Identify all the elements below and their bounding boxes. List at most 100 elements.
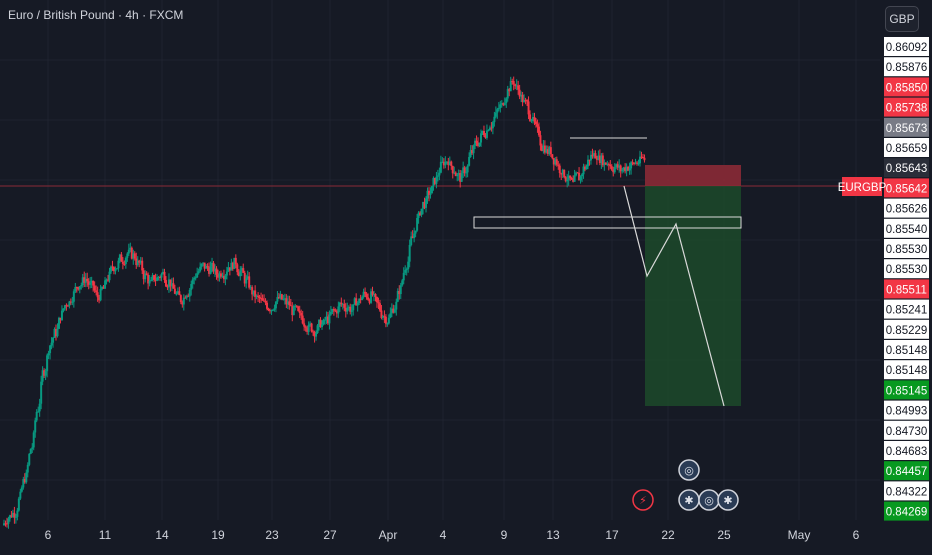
price-label-bg xyxy=(884,400,929,420)
candle-body xyxy=(445,161,448,163)
x-tick-label: 14 xyxy=(155,528,169,542)
candle-body xyxy=(539,135,542,146)
candle-body xyxy=(49,345,52,354)
candle-body xyxy=(276,297,279,302)
candle-body xyxy=(584,166,587,170)
candle-body xyxy=(375,296,378,303)
candle-body xyxy=(481,130,484,134)
candle-body xyxy=(285,298,288,305)
candle-body xyxy=(344,307,347,312)
candle-body xyxy=(494,112,497,117)
candle-body xyxy=(315,333,318,337)
x-tick-label: 27 xyxy=(323,528,337,542)
candle-body xyxy=(114,269,117,272)
candle-body xyxy=(297,306,300,311)
candle-body xyxy=(62,308,65,311)
price-label: 0.85626 xyxy=(886,204,928,216)
candle-body xyxy=(378,303,381,311)
globe-icon[interactable]: ◎ xyxy=(698,489,720,511)
candle-body xyxy=(202,262,205,264)
candle-body xyxy=(19,491,22,499)
candle-body xyxy=(132,253,135,259)
candle-body xyxy=(93,285,96,291)
candle-body xyxy=(109,266,112,272)
candle-body xyxy=(115,268,118,270)
candle-body xyxy=(304,326,307,328)
globe-icon-glyph: ◎ xyxy=(684,464,694,477)
candle-body xyxy=(231,262,234,269)
candle-body xyxy=(478,142,481,146)
candle-body xyxy=(123,263,126,265)
price-label: 0.85659 xyxy=(886,143,928,155)
candle-body xyxy=(530,119,533,122)
candle-body xyxy=(341,304,344,306)
candle-body xyxy=(300,312,303,316)
candle-body xyxy=(570,177,573,180)
candle-body xyxy=(89,282,92,285)
candle-body xyxy=(190,283,193,290)
candle-body xyxy=(172,283,175,289)
candle-body xyxy=(436,175,439,177)
price-label-bg xyxy=(884,380,929,400)
candle-body xyxy=(197,271,200,274)
candle-body xyxy=(154,279,157,281)
uk-flag-icon[interactable]: ✱ xyxy=(717,489,739,511)
candle-body xyxy=(356,303,359,306)
candle-body xyxy=(71,301,74,303)
candle-body xyxy=(57,317,60,329)
x-tick-label: 19 xyxy=(211,528,225,542)
candle-body xyxy=(108,271,111,281)
candle-body xyxy=(181,302,184,305)
x-tick-label: May xyxy=(788,528,811,542)
candle-body xyxy=(471,150,474,154)
candle-body xyxy=(438,172,441,176)
candle-body xyxy=(616,164,619,168)
candle-body xyxy=(534,121,537,125)
candle-body xyxy=(184,297,187,299)
price-label: 0.84269 xyxy=(886,507,928,519)
candle-body xyxy=(150,279,153,281)
candle-body xyxy=(80,285,83,287)
candle-body xyxy=(444,161,447,166)
candle-body xyxy=(386,323,389,325)
candle-body xyxy=(96,292,99,298)
price-label: 0.85530 xyxy=(886,264,928,276)
candle-body xyxy=(288,301,291,306)
candle-body xyxy=(474,140,477,146)
candle-body xyxy=(187,295,190,297)
candle-body xyxy=(194,277,197,279)
candle-body xyxy=(252,290,255,295)
candle-body xyxy=(245,278,248,284)
candle-body xyxy=(72,291,75,302)
candle-body xyxy=(282,299,285,301)
event-markers[interactable]: ⚡ ◎ ✱ ◎ ✱ xyxy=(632,459,739,511)
x-tick-label: 4 xyxy=(440,528,447,542)
candle-body xyxy=(75,287,78,289)
lightning-icon[interactable]: ⚡ xyxy=(632,489,654,511)
candle-body xyxy=(607,164,610,166)
uk-flag-icon[interactable]: ✱ xyxy=(678,489,700,511)
candle-body xyxy=(322,319,325,325)
candle-body xyxy=(178,291,181,296)
candle-body xyxy=(567,175,570,180)
candle-body xyxy=(28,453,31,465)
candle-body xyxy=(334,310,337,312)
candle-body xyxy=(200,263,203,267)
candle-body xyxy=(560,173,563,175)
candle-body xyxy=(230,262,233,271)
candle-body xyxy=(4,523,7,525)
currency-button[interactable]: GBP xyxy=(885,6,919,32)
candle-body xyxy=(13,512,16,518)
candle-body xyxy=(8,515,11,519)
price-label-bg xyxy=(884,218,929,238)
candle-body xyxy=(335,311,338,314)
candle-body xyxy=(497,108,500,110)
candle-body xyxy=(118,254,121,261)
candle-body xyxy=(329,311,332,315)
candle-body xyxy=(384,316,387,324)
globe-icon[interactable]: ◎ xyxy=(678,459,700,481)
candle-body xyxy=(621,170,624,172)
price-label-bg xyxy=(884,239,929,258)
